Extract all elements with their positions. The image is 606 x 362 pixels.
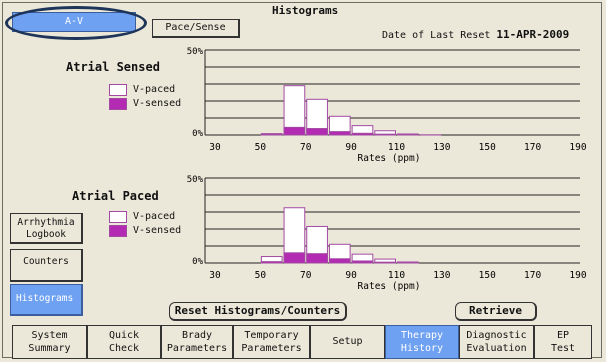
x-tick-label: 70	[300, 270, 312, 281]
bottom-tab-line2: Summary	[28, 343, 71, 354]
reset-date-label: Date of Last Reset 11-APR-2009	[382, 28, 569, 41]
bottom-tab-line2: History	[400, 343, 444, 354]
bottom-tab-brady[interactable]: Brady Parameters	[161, 325, 233, 359]
legend-sensed-label: V-sensed	[133, 98, 182, 109]
bottom-tab-system[interactable]: System Summary	[12, 325, 87, 359]
bar-sensed	[260, 261, 283, 264]
page-title: Histograms	[272, 4, 339, 17]
bottom-tab-line1: Brady	[181, 330, 213, 341]
legend-paced-swatch	[109, 211, 127, 223]
retrieve-button[interactable]: Retrieve	[455, 302, 537, 321]
bottom-tab-ep[interactable]: EP Test	[534, 325, 592, 359]
x-tick-label: 110	[388, 270, 405, 281]
bottom-tab-diagnostic[interactable]: Diagnostic Evaluation	[459, 325, 534, 359]
x-axis-label: Rates (ppm)	[358, 153, 421, 164]
bottom-tab-line2: Parameters	[166, 343, 228, 354]
bottom-tab-line2: Test	[550, 343, 576, 354]
bar-sensed	[351, 132, 374, 136]
reset-histograms-button[interactable]: Reset Histograms/Counters	[169, 302, 347, 321]
tab-pace-sense[interactable]: Pace/Sense	[152, 19, 240, 38]
chart-title-atrial-paced: Atrial Paced	[72, 189, 159, 203]
bottom-tab-line2: Check	[108, 343, 140, 354]
bar-sensed	[328, 131, 351, 136]
bottom-tab-line1: Quick	[108, 330, 140, 341]
bar-sensed	[374, 261, 396, 264]
bottom-tab-line2: Evaluation	[466, 343, 527, 354]
legend-paced-label: V-paced	[133, 211, 176, 222]
bottom-tab-line1: Diagnostic	[466, 330, 527, 341]
x-tick-label: 110	[388, 142, 405, 153]
x-tick-label: 70	[300, 142, 312, 153]
y-max-label: 50%	[187, 47, 204, 57]
x-tick-label: 30	[209, 270, 221, 281]
sidebar-item-counters[interactable]: Counters	[10, 249, 83, 282]
bar-sensed	[306, 253, 328, 264]
bottom-tab-line1: System	[31, 330, 68, 341]
highlight-oval	[5, 6, 147, 40]
x-tick-label: 190	[569, 270, 586, 281]
bar-sensed	[351, 260, 374, 264]
x-tick-label: 170	[524, 142, 541, 153]
bar-sensed	[306, 128, 328, 136]
x-axis-label: Rates (ppm)	[358, 281, 421, 292]
y-min-label: 0%	[192, 257, 203, 267]
bar-sensed	[283, 126, 306, 136]
x-tick-label: 130	[433, 142, 450, 153]
bottom-tab-therapy[interactable]: Therapy History	[385, 325, 459, 359]
x-tick-label: 30	[209, 142, 221, 153]
histogram-atrial-sensed: 50% 0% 30 50 70 90 110 130 150 170 190 Rates (ppm)	[187, 47, 587, 164]
bar-sensed	[328, 258, 351, 264]
bar-sensed	[283, 252, 306, 264]
sidebar-item-histograms[interactable]: Histograms	[10, 284, 83, 316]
x-tick-label: 50	[255, 142, 267, 153]
x-tick-label: 90	[345, 142, 357, 153]
bottom-tab-line1: Setup	[332, 336, 363, 347]
legend-sensed-swatch	[109, 225, 127, 237]
sidebar-item-arrhythmia-logbook[interactable]: Arrhythmia Logbook	[10, 213, 83, 244]
bottom-tab-quick[interactable]: Quick Check	[87, 325, 161, 359]
x-tick-label: 170	[524, 270, 541, 281]
bottom-tab-line1: Temporary	[244, 330, 299, 341]
legend-paced-swatch	[109, 84, 127, 96]
y-min-label: 0%	[192, 129, 203, 139]
x-tick-label: 150	[479, 142, 496, 153]
legend-sensed-label: V-sensed	[133, 225, 182, 236]
bottom-tab-setup[interactable]: Setup	[310, 325, 385, 359]
reset-prefix: Date of Last Reset	[382, 30, 491, 41]
y-max-label: 50%	[187, 175, 204, 185]
bar-sensed	[260, 133, 283, 136]
reset-date: 11-APR-2009	[496, 28, 570, 41]
legend-paced-label: V-paced	[133, 84, 176, 95]
x-tick-label: 190	[569, 142, 586, 153]
chart-title-atrial-sensed: Atrial Sensed	[66, 60, 160, 74]
bottom-tab-line1: Therapy	[400, 330, 444, 341]
x-tick-label: 90	[345, 270, 357, 281]
bottom-tab-temporary[interactable]: Temporary Parameters	[233, 325, 310, 359]
bottom-tab-line1: EP	[556, 330, 570, 341]
histogram-atrial-paced: 50% 0% 30 50 70 90 110 130 150 170 190 Rates (ppm)	[187, 175, 587, 292]
legend-sensed-swatch	[109, 98, 127, 110]
x-tick-label: 150	[479, 270, 496, 281]
bar-sensed	[374, 133, 396, 136]
x-tick-label: 130	[433, 270, 450, 281]
x-tick-label: 50	[255, 270, 267, 281]
bottom-tab-line2: Parameters	[241, 343, 302, 354]
